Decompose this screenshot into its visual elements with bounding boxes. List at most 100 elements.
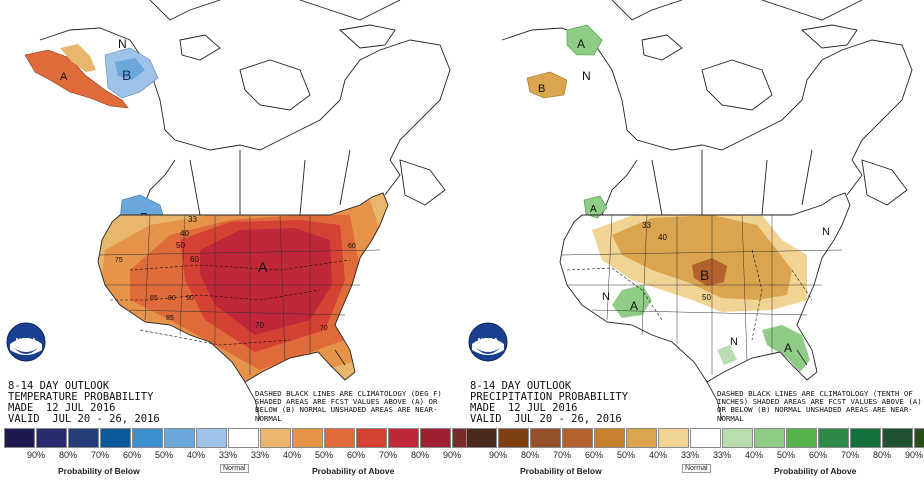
colorbar-swatch-normal — [690, 428, 721, 448]
precipitation-colorbar — [462, 428, 924, 448]
temperature-contour-labels: 33 40 50 60 70 — [176, 215, 264, 330]
contour-label: 40 — [658, 233, 667, 242]
precipitation-map: A B N A B A A N N N — [501, 0, 913, 421]
alaska-below-region — [526, 71, 568, 99]
tick-label: 90% — [442, 450, 461, 460]
tick-label: 50% — [616, 450, 635, 460]
colorbar-swatch-below — [196, 428, 227, 448]
colorbar-swatch-above — [818, 428, 849, 448]
title-line: VALID JUL 20 - 26, 2016 — [470, 413, 622, 425]
alaska-above-region — [566, 24, 603, 56]
precipitation-legend-labels: Probability of Below Probability of Abov… — [462, 466, 924, 478]
contour-label: 70 — [255, 321, 264, 330]
tick-label: 70% — [840, 450, 859, 460]
tick-label: 33% — [712, 450, 731, 460]
climatology-label: 70 — [320, 325, 328, 332]
colorbar-swatch-above — [850, 428, 881, 448]
colorbar-swatch-below — [100, 428, 131, 448]
tick-label: 60% — [808, 450, 827, 460]
region-letter-normal: N — [582, 69, 591, 83]
noaa-logo-text: NOAA — [16, 338, 37, 345]
state-lines — [99, 214, 381, 375]
colorbar-swatch-below — [530, 428, 561, 448]
land-outlines — [39, 0, 451, 216]
climatology-lines — [566, 249, 813, 341]
conus-precip-shading — [592, 208, 810, 372]
region-letter-normal: N — [602, 291, 610, 303]
temperature-colorbar-ticks: 90% 80% 70% 60% 50% 40% 33% 33% 40% 50% 60% 70% 80% 9… — [0, 450, 462, 462]
colorbar-swatch-above — [722, 428, 753, 448]
contour-label: 50 — [176, 241, 185, 250]
region-letter-normal: N — [822, 226, 830, 238]
region-letter-normal-alaska: N — [118, 37, 127, 51]
region-letter-above-alaska: A — [60, 71, 68, 83]
colorbar-swatch-above — [420, 428, 451, 448]
noaa-logo: NOAA — [6, 322, 46, 362]
colorbar-swatch-below — [132, 428, 163, 448]
colorbar-swatch-above — [786, 428, 817, 448]
conus-outline — [97, 192, 389, 383]
title-line: MADE 12 JUL 2016 — [8, 402, 116, 414]
contour-label: 60 — [190, 255, 199, 264]
tick-label: 80% — [58, 450, 77, 460]
tick-label: 33% — [680, 450, 699, 460]
title-line: 8-14 DAY OUTLOOK — [8, 380, 110, 392]
title-line: VALID JUL 20 - 26, 2016 — [8, 413, 160, 425]
contour-label: 33 — [188, 215, 197, 224]
precipitation-notes: DASHED BLACK LINES ARE CLIMATOLOGY (TENT… — [717, 389, 922, 423]
title-line: PRECIPITATION PROBABILITY — [470, 391, 629, 403]
noaa-logo: NOAA — [468, 322, 508, 362]
climatology-label: 75 — [115, 257, 123, 264]
above-label: Probability of Above — [774, 466, 857, 476]
tick-label: 50% — [154, 450, 173, 460]
conus-outline — [559, 192, 851, 383]
temperature-notes: DASHED BLACK LINES ARE CLIMATOLOGY (DEG … — [255, 389, 442, 423]
northwest-above-region — [583, 195, 608, 219]
tick-label: 33% — [218, 450, 237, 460]
alaska-above-light — [60, 44, 96, 72]
tick-label: 80% — [520, 450, 539, 460]
colorbar-swatch-above — [754, 428, 785, 448]
colorbar-swatch-below — [498, 428, 529, 448]
region-letter-below-alaska: B — [538, 83, 545, 95]
contour-label: 50 — [702, 293, 711, 302]
colorbar-swatch-below — [466, 428, 497, 448]
colorbar-swatch-below — [562, 428, 593, 448]
tick-label: 80% — [410, 450, 429, 460]
above-label: Probability of Above — [312, 466, 395, 476]
colorbar-swatch-above — [356, 428, 387, 448]
title-line: 8-14 DAY OUTLOOK — [470, 380, 572, 392]
colorbar-swatch-below — [594, 428, 625, 448]
colorbar-swatch-above — [388, 428, 419, 448]
region-letter-normal: N — [730, 336, 738, 348]
colorbar-swatch-below — [36, 428, 67, 448]
normal-label: Normal — [682, 464, 711, 473]
climatology-label: 65 — [150, 295, 158, 302]
region-letter-below-alaska: B — [122, 67, 131, 83]
climatology-label: 85 — [166, 315, 174, 322]
colorbar-swatch-above — [292, 428, 323, 448]
tick-label: 70% — [378, 450, 397, 460]
colorbar-swatch-below — [68, 428, 99, 448]
colorbar-swatch-above — [882, 428, 913, 448]
temperature-climatology-labels: 60 65 70 75 80 85 90 — [115, 243, 356, 332]
colorbar-swatch-below — [658, 428, 689, 448]
climatology-lines — [110, 259, 351, 346]
tick-label: 90% — [26, 450, 45, 460]
temperature-map: B N A B A 33 40 — [24, 0, 451, 421]
tick-label: 40% — [744, 450, 763, 460]
tick-label: 33% — [250, 450, 269, 460]
precipitation-outlook-title: 8-14 DAY OUTLOOK PRECIPITATION PROBABILIT… — [470, 381, 628, 425]
region-letter-above-florida: A — [784, 341, 792, 355]
noaa-logo-text: NOAA — [478, 338, 499, 345]
colorbar-swatch-above — [324, 428, 355, 448]
tick-label: 50% — [314, 450, 333, 460]
contour-label: 40 — [180, 229, 189, 238]
state-lines — [561, 214, 843, 375]
region-letter-below-main: B — [700, 267, 709, 283]
tick-label: 40% — [648, 450, 667, 460]
region-letter-above-alaska: A — [577, 37, 585, 51]
precip-contour-labels: 33 40 50 — [642, 221, 711, 302]
normal-label: Normal — [220, 464, 249, 473]
land-outlines — [501, 0, 913, 216]
